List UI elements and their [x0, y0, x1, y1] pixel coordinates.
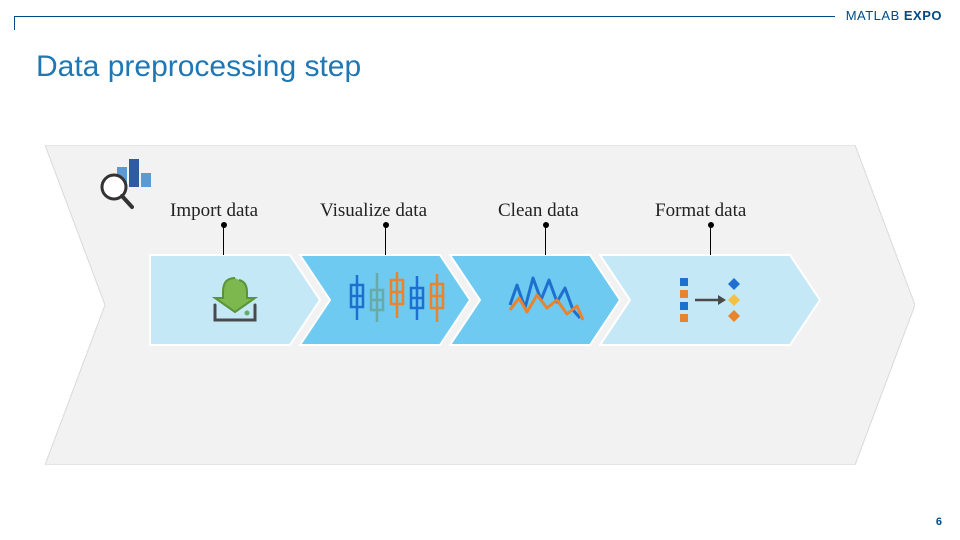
- page-number: 6: [936, 516, 942, 528]
- step-0-label: Import data: [170, 200, 258, 222]
- page-title: Data preprocessing step: [36, 50, 361, 84]
- step-0-import-icon: [195, 270, 275, 330]
- brand-part1: MATLAB: [846, 8, 904, 23]
- step-1-boxplot-icon: [345, 270, 425, 330]
- step-1-connector: [385, 225, 386, 255]
- step-2-label: Clean data: [498, 200, 579, 222]
- step-3-connector: [710, 225, 711, 255]
- step-3-format-icon: [670, 270, 750, 330]
- process-diagram: Import data Visualize data Clean data Fo…: [45, 145, 915, 465]
- step-1-label: Visualize data: [320, 200, 427, 222]
- step-2-connector: [545, 225, 546, 255]
- chevron-flow-svg: [45, 145, 915, 465]
- chart-magnifier-icon: [87, 155, 167, 215]
- matlab-expo-brand: MATLAB EXPO: [846, 8, 942, 23]
- brand-part2: EXPO: [904, 8, 942, 23]
- step-3-label: Format data: [655, 200, 746, 222]
- step-2-clean-icon: [505, 270, 585, 330]
- header-rule: [14, 16, 835, 17]
- header-rule-vert: [14, 16, 15, 30]
- step-0-connector: [223, 225, 224, 255]
